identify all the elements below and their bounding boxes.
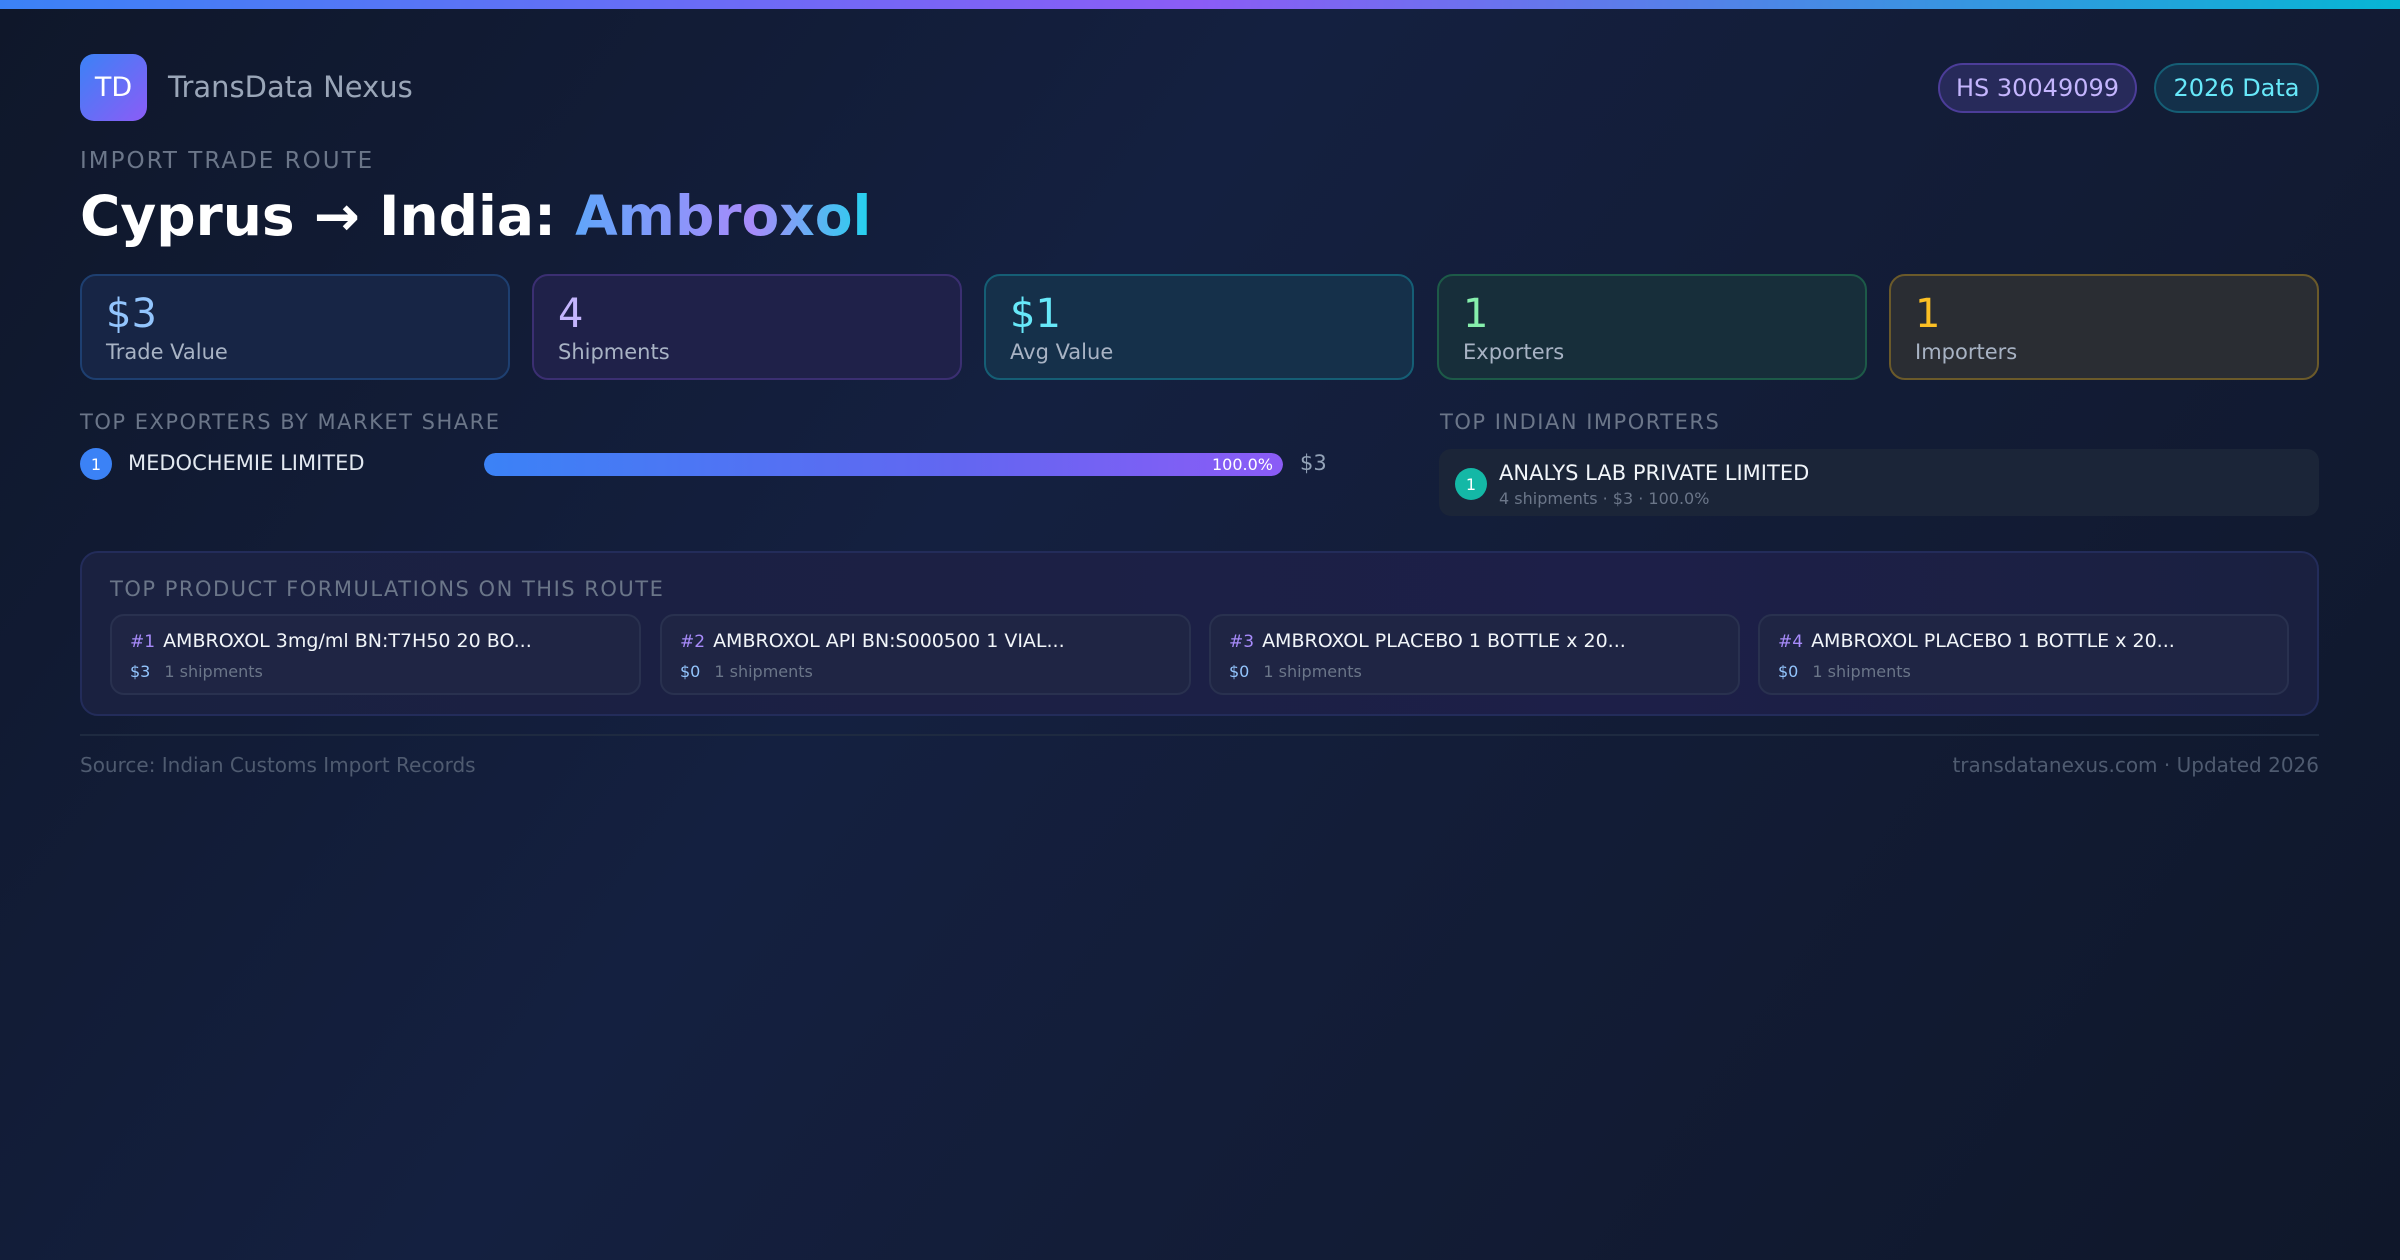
exporter-value: $3 [1300,451,1327,475]
brand-name: TransData Nexus [168,70,413,104]
importer-card[interactable]: 1 ANALYS LAB PRIVATE LIMITED 4 shipments… [1439,449,2319,516]
stat-importers: 1 Importers [1889,274,2319,380]
formulation-rank: #1 [130,632,156,652]
formulation-name: AMBROXOL 3mg/ml BN:T7H50 20 BO... [163,630,532,652]
stat-value: 4 [558,291,584,337]
formulation-shipments: 1 shipments [1263,662,1362,681]
exporter-name: MEDOCHEMIE LIMITED [128,451,365,475]
exporters-title: TOP EXPORTERS BY MARKET SHARE [80,410,501,434]
formulation-rank: #4 [1778,632,1804,652]
accent-bar [0,0,2400,9]
formulation-value: $0 [680,662,701,681]
stat-label: Exporters [1463,340,1565,364]
formulation-shipments: 1 shipments [164,662,263,681]
source-note: Source: Indian Customs Import Records [80,753,476,777]
stat-value: $3 [106,291,157,337]
formulations-title: TOP PRODUCT FORMULATIONS ON THIS ROUTE [110,577,665,601]
share-bar: 100.0% [484,453,1283,476]
formulations-panel: TOP PRODUCT FORMULATIONS ON THIS ROUTE #… [80,551,2319,716]
stat-label: Shipments [558,340,670,364]
exporter-row[interactable]: 1 MEDOCHEMIE LIMITED 100.0% $3 [80,448,1340,480]
footer-divider [80,734,2319,736]
formulation-shipments: 1 shipments [1812,662,1911,681]
stat-exporters: 1 Exporters [1437,274,1867,380]
page-title: Cyprus → India: Ambroxol [80,184,871,248]
formulation-value: $0 [1778,662,1799,681]
route-label: Cyprus → India: [80,184,576,248]
importer-meta: 4 shipments · $3 · 100.0% [1499,489,1710,508]
stat-label: Importers [1915,340,2018,364]
formulation-value: $0 [1229,662,1250,681]
share-bar-fill: 100.0% [484,453,1283,476]
stat-value: $1 [1010,291,1061,337]
formulation-value: $3 [130,662,151,681]
stat-value: 1 [1463,291,1489,337]
stat-shipments: 4 Shipments [532,274,962,380]
stat-avg-value: $1 Avg Value [984,274,1414,380]
logo[interactable]: TD [80,54,147,121]
formulation-name: AMBROXOL PLACEBO 1 BOTTLE x 20... [1811,630,2175,652]
stat-trade-value: $3 Trade Value [80,274,510,380]
product-name: Ambroxol [575,184,872,248]
formulation-card[interactable]: #4 AMBROXOL PLACEBO 1 BOTTLE x 20... $0 1 s… [1758,614,2289,695]
site-note[interactable]: transdatanexus.com · Updated 2026 [1952,753,2319,777]
formulation-shipments: 1 shipments [714,662,813,681]
formulation-card[interactable]: #3 AMBROXOL PLACEBO 1 BOTTLE x 20... $0 1 s… [1209,614,1740,695]
formulation-rank: #3 [1229,632,1255,652]
rank-badge: 1 [80,448,112,480]
formulation-card[interactable]: #2 AMBROXOL API BN:S000500 1 VIAL... $0 1 s… [660,614,1191,695]
hs-code-badge: HS 30049099 [1938,63,2137,113]
formulation-name: AMBROXOL API BN:S000500 1 VIAL... [713,630,1065,652]
stat-label: Avg Value [1010,340,1114,364]
formulation-rank: #2 [680,632,706,652]
formulation-name: AMBROXOL PLACEBO 1 BOTTLE x 20... [1262,630,1626,652]
stat-value: 1 [1915,291,1941,337]
importer-name: ANALYS LAB PRIVATE LIMITED [1499,461,1810,485]
year-badge: 2026 Data [2154,63,2319,113]
formulation-card[interactable]: #1 AMBROXOL 3mg/ml BN:T7H50 20 BO... $3 1 s… [110,614,641,695]
rank-badge: 1 [1455,468,1487,500]
page-kicker: IMPORT TRADE ROUTE [80,148,375,174]
stat-label: Trade Value [106,340,228,364]
importers-title: TOP INDIAN IMPORTERS [1440,410,1721,434]
